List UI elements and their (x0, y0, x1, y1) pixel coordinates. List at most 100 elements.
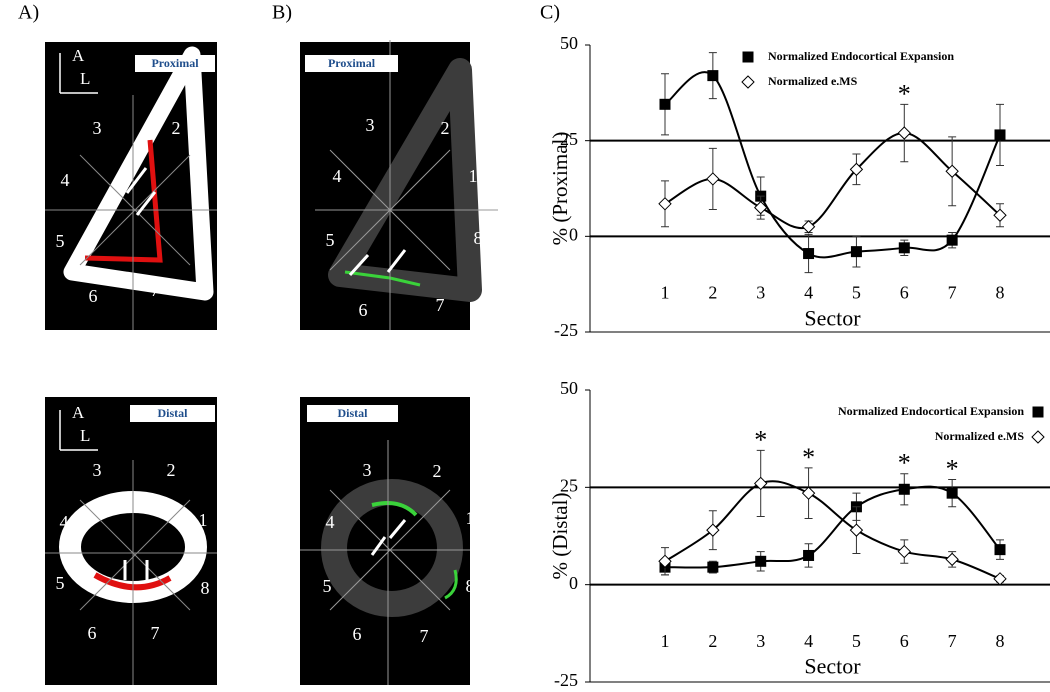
marker (849, 523, 864, 537)
marker (897, 126, 911, 140)
image-b-proximal (300, 40, 498, 330)
marker (801, 220, 816, 234)
sector-label: 8 (201, 228, 210, 248)
sector-label: 2 (441, 118, 450, 138)
sector-label: 7 (436, 295, 445, 315)
marker (658, 197, 672, 211)
legend-label: Normalized Endocortical Expansion (838, 404, 1024, 418)
sector-label: 3 (363, 460, 372, 480)
y-axis-label: % (Proximal) (548, 132, 572, 246)
x-tick-label: 8 (996, 631, 1005, 651)
marker (898, 242, 910, 254)
marker (946, 487, 958, 499)
sector-label: 7 (151, 280, 160, 300)
sector-label: 7 (420, 626, 429, 646)
marker (1032, 406, 1044, 418)
marker (659, 98, 671, 110)
marker (994, 129, 1006, 141)
x-tick-label: 1 (661, 282, 670, 302)
legend-label: Normalized Endocortical Expansion (768, 49, 954, 63)
sector-label: 6 (359, 300, 368, 320)
annotation: * (898, 79, 911, 108)
marker (849, 162, 864, 177)
marker (803, 248, 815, 260)
marker (742, 51, 754, 63)
legend-label: Normalized e.MS (768, 74, 858, 88)
x-tick-label: 3 (756, 631, 765, 651)
sector-label: 4 (333, 166, 342, 186)
sector-label: 4 (61, 170, 70, 190)
x-axis-label: Sector (804, 305, 861, 330)
x-tick-label: 1 (661, 631, 670, 651)
marker (897, 544, 911, 559)
legend-label: Normalized e.MS (935, 429, 1025, 443)
marker (945, 552, 959, 567)
axis-letter: L (80, 69, 90, 88)
panel-label: B) (272, 2, 292, 24)
x-tick-label: 8 (996, 282, 1005, 302)
y-tick-label: 25 (560, 475, 578, 495)
annotation: * (754, 425, 767, 454)
marker (945, 164, 959, 178)
marker (706, 523, 720, 537)
marker (946, 234, 958, 246)
x-tick-label: 5 (852, 631, 861, 651)
sector-label: 5 (56, 231, 65, 251)
sector-label: 2 (172, 118, 181, 138)
sector-label: 8 (201, 578, 210, 598)
sector-label: 4 (326, 512, 335, 532)
image-label: Distal (338, 406, 369, 420)
sector-label: 1 (199, 510, 208, 530)
marker (755, 555, 767, 567)
x-tick-label: 5 (852, 282, 861, 302)
panel-label: A) (18, 2, 39, 24)
x-tick-label: 2 (708, 631, 717, 651)
annotation: * (946, 455, 959, 484)
marker (1031, 430, 1045, 444)
sector-label: 5 (323, 576, 332, 596)
x-tick-label: 2 (708, 282, 717, 302)
x-tick-label: 3 (756, 282, 765, 302)
sector-label: 5 (56, 573, 65, 593)
y-tick-label: -25 (554, 320, 578, 340)
panel-label: C) (540, 2, 560, 24)
image-b-distal (300, 397, 470, 685)
sector-label: 6 (88, 623, 97, 643)
sector-label: 6 (353, 624, 362, 644)
sector-label: 2 (433, 461, 442, 481)
image-label: Proximal (328, 56, 376, 70)
sector-label: 4 (60, 512, 69, 532)
image-label-box (305, 55, 398, 72)
sector-label: 3 (93, 118, 102, 138)
marker (754, 200, 768, 215)
y-tick-label: 50 (560, 378, 578, 398)
x-tick-label: 6 (900, 631, 909, 651)
sector-label: 8 (474, 228, 483, 248)
marker (658, 554, 672, 569)
marker (898, 483, 910, 495)
marker (850, 246, 862, 258)
x-tick-label: 4 (804, 631, 813, 651)
image-label-box (130, 405, 215, 422)
y-tick-label: 0 (569, 224, 578, 244)
sector-label: 1 (196, 166, 205, 186)
marker (706, 172, 720, 186)
marker (803, 549, 815, 561)
sector-label: 1 (469, 166, 478, 186)
x-tick-label: 7 (948, 282, 957, 302)
y-tick-label: 25 (560, 129, 578, 149)
image-a-proximal (45, 42, 217, 330)
axis-letter: L (80, 426, 90, 445)
image-label-box (135, 55, 215, 72)
sector-label: 3 (366, 115, 375, 135)
image-label: Distal (158, 406, 189, 420)
series-line (664, 71, 1001, 259)
y-tick-label: 50 (560, 33, 578, 53)
image-label-box (307, 405, 398, 422)
y-tick-label: 0 (569, 573, 578, 593)
marker (993, 572, 1007, 586)
image-label: Proximal (151, 56, 199, 70)
sector-label: 2 (167, 460, 176, 480)
sector-label: 3 (93, 460, 102, 480)
